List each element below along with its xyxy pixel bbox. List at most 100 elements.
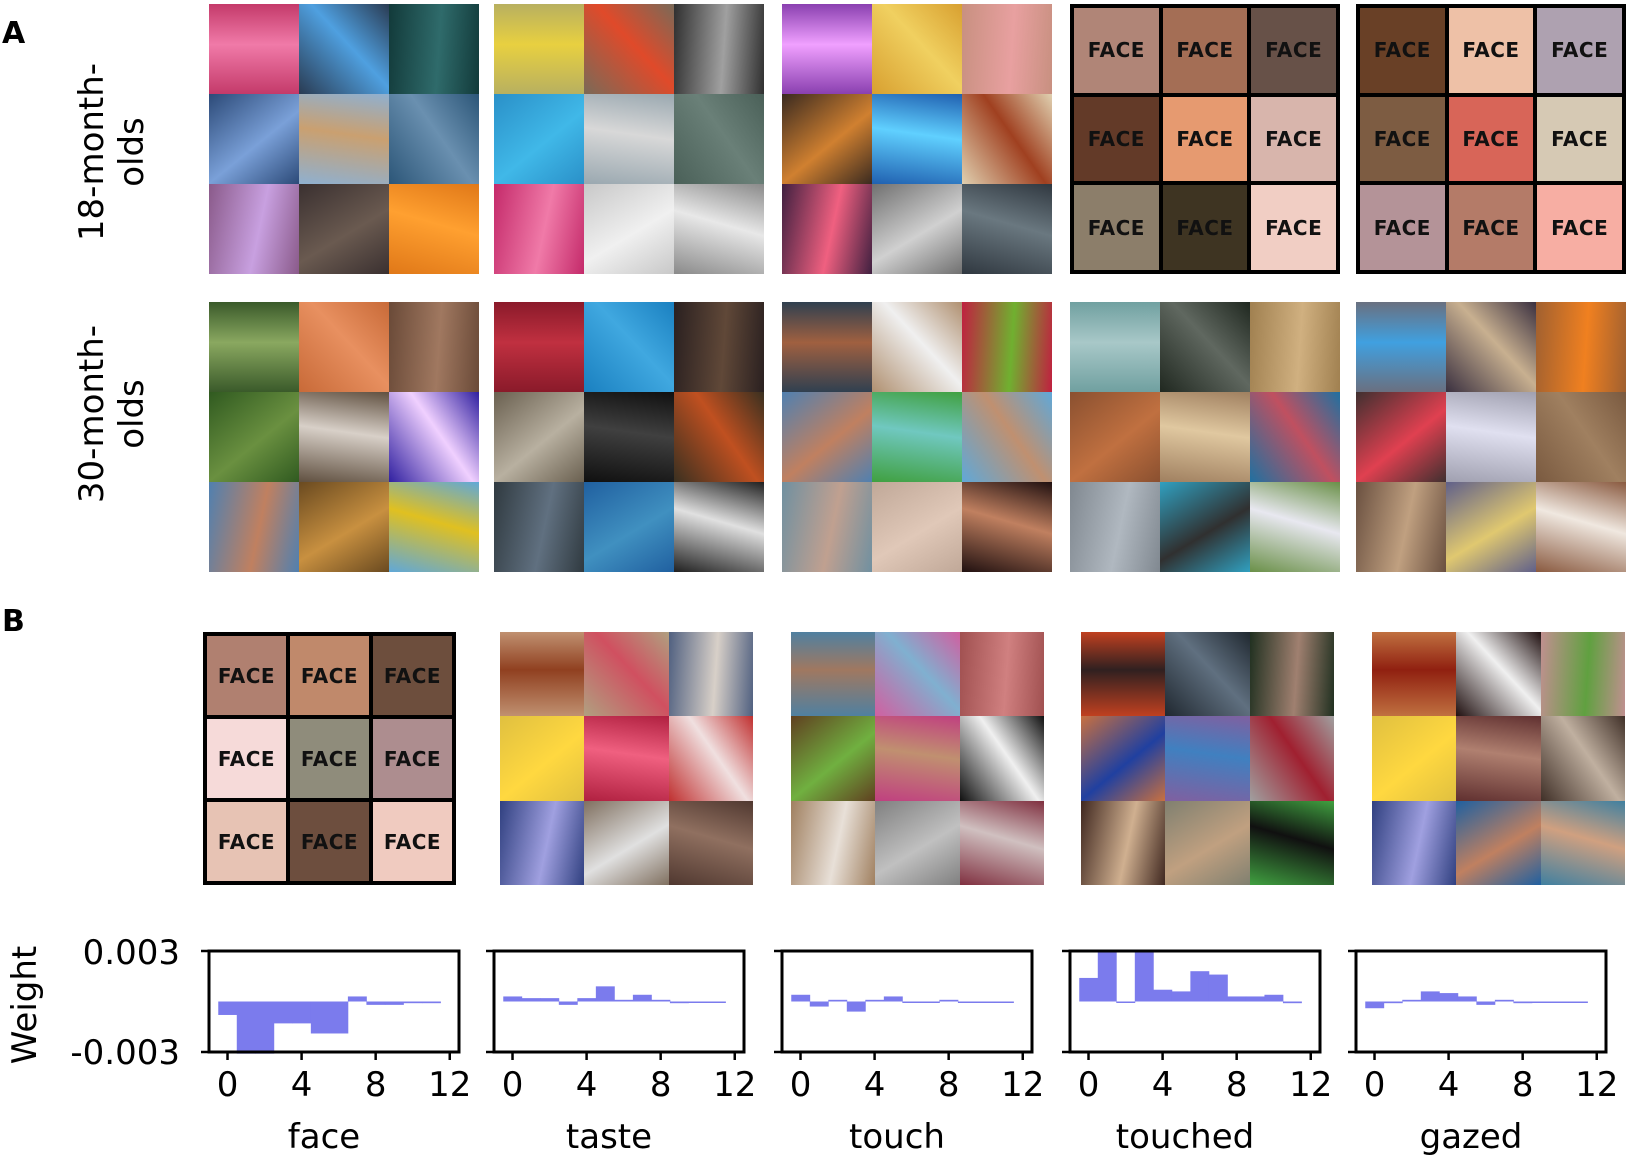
photo-tile [299,482,389,572]
face-tile: FACE [1162,185,1248,270]
x-tick-label: 8 [650,1065,672,1105]
bar [957,1001,977,1003]
photo-tile [1536,482,1626,572]
chart-frame [1354,949,1608,1054]
bar [1513,1001,1533,1004]
x-tick-label: 0 [1078,1065,1100,1105]
photo-tile [791,800,876,885]
face-tile-label: FACE [1462,215,1520,240]
photo-tile [584,716,669,801]
photo-tile [872,94,962,184]
photo-tile [674,94,764,184]
bar [1208,974,1228,1002]
bar [292,1001,312,1024]
x-tick-label: 0 [1364,1065,1386,1105]
photo-tile [299,392,389,482]
chart-label: touched [1116,1117,1254,1157]
row-label-18-month: 18-month- olds [72,22,152,282]
photo-tile [209,4,299,94]
bar [669,1001,689,1004]
bar [865,999,885,1002]
photo-tile [1250,302,1340,392]
photo-tile [494,94,584,184]
photo-tile [494,4,584,94]
photo-tile [494,302,584,392]
bar [403,1001,423,1004]
grid-row1-col2 [494,4,764,274]
photo-tile [962,482,1052,572]
chart-label: taste [566,1117,652,1157]
photo-tile [782,482,872,572]
chart-touched: 0 4 8 12 touched [1062,949,1332,1157]
grid-panel-b-col5 [1372,632,1625,885]
bar [1531,1001,1551,1003]
photo-tile [791,716,876,801]
photo-tile [389,482,479,572]
face-tile: FACE [1074,96,1159,182]
face-tile: FACE [207,719,286,798]
photo-tile [668,632,753,717]
face-tile: FACE [1074,185,1159,270]
x-tick-label: 12 [1575,1065,1618,1105]
bar [706,1001,726,1003]
photo-tile [209,302,299,392]
bar [1171,991,1191,1002]
bar [1439,993,1459,1002]
bar [809,1001,829,1007]
photo-tile [782,184,872,274]
panel-letter-a: A [2,16,26,51]
photo-tile [962,184,1052,274]
photo-tile [1456,800,1541,885]
bar [1190,971,1210,1002]
face-tile-label: FACE [1462,38,1520,63]
photo-tile [1250,392,1340,482]
grid-row2-col2 [494,302,764,572]
photo-tile [500,716,585,801]
photo-tile [500,800,585,885]
bar [1402,999,1422,1002]
face-tile: FACE [207,636,286,715]
chart-gazed: 0 4 8 12 gazed [1348,949,1618,1157]
photo-tile [1356,392,1446,482]
bar [1116,1001,1136,1003]
face-tile-label: FACE [1551,38,1609,63]
face-tile: FACE [373,636,452,715]
photo-tile [584,482,674,572]
bar [347,996,367,1002]
face-tile-label: FACE [1087,126,1145,151]
face-tile: FACE [1448,185,1534,270]
bar [310,1001,330,1034]
chart-touch: 0 4 8 12 touch [774,949,1044,1157]
photo-tile [1081,800,1166,885]
x-tick-label: 4 [291,1065,313,1105]
photo-tile [875,632,960,717]
bar [1245,996,1265,1002]
photo-tile [962,94,1052,184]
face-tile-label: FACE [217,829,276,854]
face-tile: FACE [1074,8,1159,93]
grid-row1-col4: FACE FACE FACE FACE FACE FACE FACE FACE FACE [1070,4,1340,274]
photo-tile [584,94,674,184]
photo-tile [389,184,479,274]
bar [255,1001,275,1054]
photo-tile [299,184,389,274]
bar [1383,1001,1403,1004]
photo-tile [1160,302,1250,392]
bar [976,1001,996,1003]
face-tile-label: FACE [1176,126,1234,151]
photo-tile [494,392,584,482]
face-tile: FACE [1537,185,1622,270]
photo-tile [1540,632,1625,717]
chart-label: face [288,1117,360,1157]
face-tile-label: FACE [217,663,276,688]
face-tile-label: FACE [1087,215,1145,240]
face-tile: FACE [290,802,369,881]
face-tile: FACE [1360,96,1445,182]
photo-tile [872,184,962,274]
photo-tile [1372,716,1457,801]
face-tile-label: FACE [383,829,442,854]
photo-tile [584,302,674,392]
photo-tile [500,632,585,717]
face-tile-label: FACE [1176,38,1234,63]
photo-tile [959,716,1044,801]
